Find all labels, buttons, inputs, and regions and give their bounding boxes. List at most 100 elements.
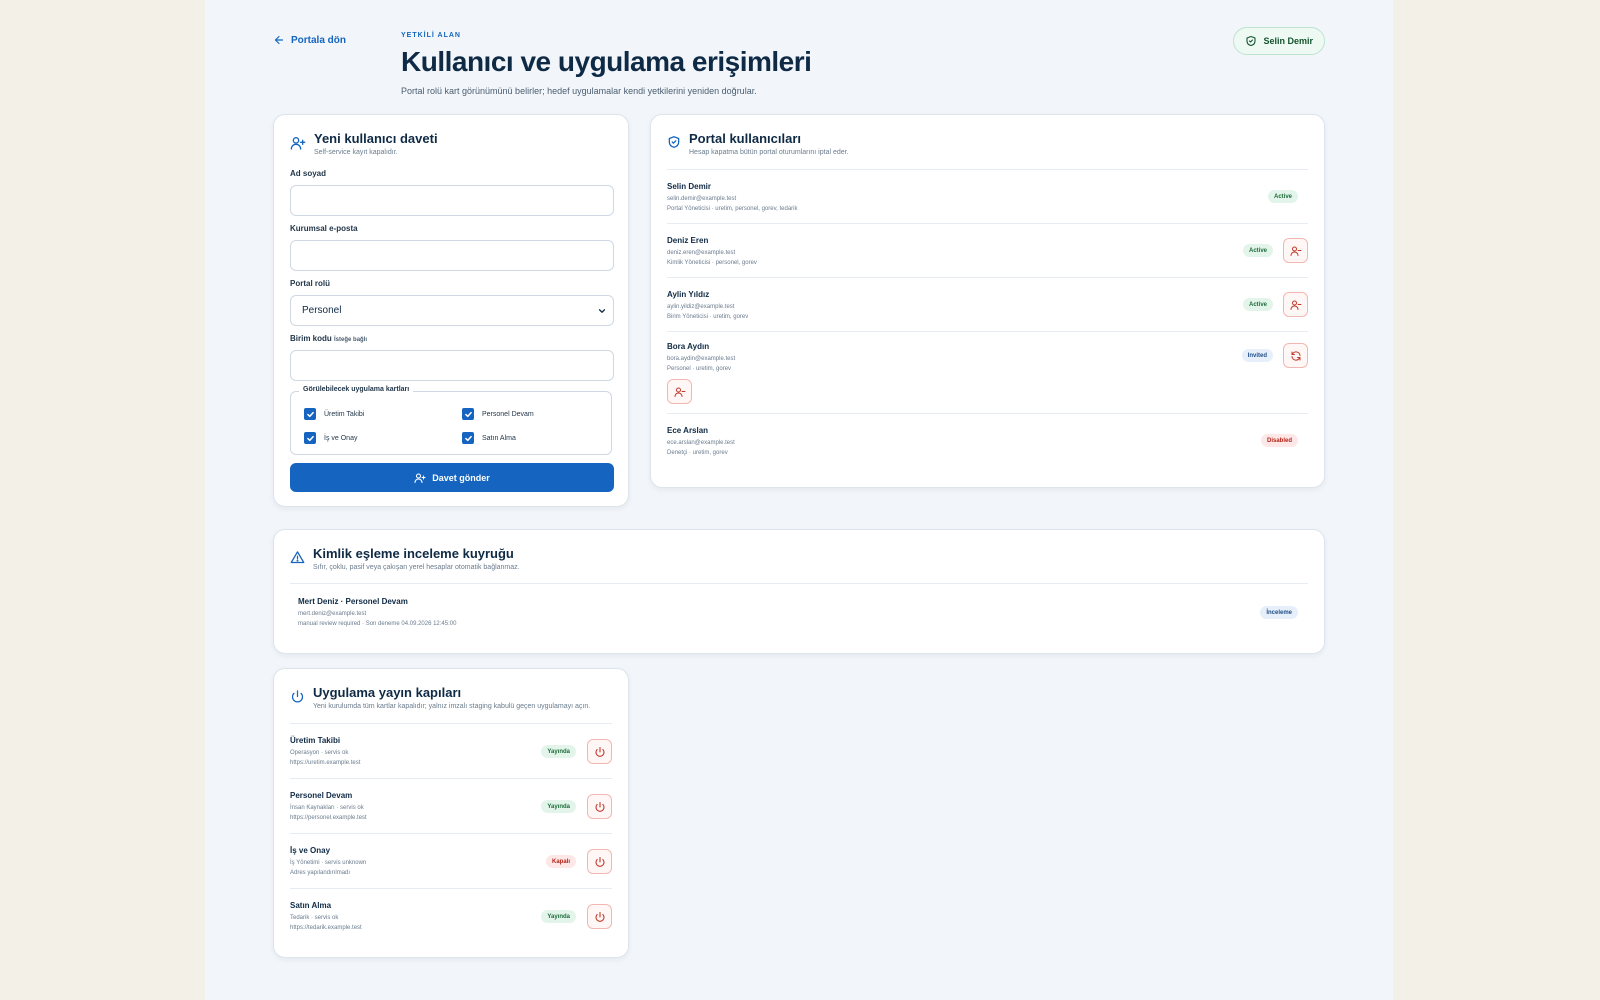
status-badge: Yayında	[541, 910, 576, 923]
checkbox-checked-icon	[304, 432, 316, 444]
arrow-left-icon	[273, 34, 285, 46]
disable-user-button[interactable]	[1283, 238, 1308, 263]
app-cards-fieldset: Görülebilecek uygulama kartları Üretim T…	[290, 386, 612, 455]
user-plus-icon	[414, 472, 426, 484]
user-row: Selin Demir selin.demir@example.test Port…	[667, 169, 1308, 223]
name-field[interactable]	[290, 185, 614, 216]
invite-card-subtitle: Self-service kayıt kapalıdır.	[314, 149, 398, 156]
app-meta: Tedarik · servis ok	[290, 915, 339, 921]
user-role: Portal Yöneticisi · uretim, personel, go…	[667, 206, 798, 212]
app-gate-row: Personel Devam İnsan Kaynakları · servis…	[290, 778, 612, 833]
invite-card: Yeni kullanıcı daveti Self-service kayıt…	[273, 114, 629, 507]
power-icon	[594, 911, 606, 923]
page-subtitle: Portal rolü kart görünümünü belirler; he…	[401, 86, 757, 96]
unit-optional-hint: İsteğe bağlı	[334, 337, 368, 343]
user-minus-icon	[1290, 299, 1302, 311]
app-url: https://uretim.example.test	[290, 760, 361, 766]
app-checkbox-personel[interactable]: Personel Devam	[462, 408, 534, 420]
eyebrow-label: YETKİLİ ALAN	[401, 32, 461, 39]
app-name: İş ve Onay	[290, 846, 331, 855]
unit-label-text: Birim kodu	[290, 334, 332, 343]
warning-icon	[290, 550, 305, 565]
toggle-publish-button[interactable]	[587, 794, 612, 819]
user-role: Birim Yöneticisi · uretim, gorev	[667, 314, 749, 320]
app-name: Üretim Takibi	[290, 736, 341, 745]
queue-item-title: Mert Deniz · Personel Devam	[298, 597, 408, 606]
send-invite-button[interactable]: Davet gönder	[290, 463, 614, 492]
user-email: deniz.eren@example.test	[667, 250, 736, 256]
app-details: İş Yönetimi · servis unknown Adres yapıla…	[290, 858, 366, 878]
app-checkbox-uretim[interactable]: Üretim Takibi	[304, 408, 364, 420]
user-email: bora.aydin@example.test	[667, 356, 736, 362]
power-icon	[594, 801, 606, 813]
power-icon	[594, 746, 606, 758]
app-gate-row: İş ve Onay İş Yönetimi · servis unknown A…	[290, 833, 612, 888]
current-user-name: Selin Demir	[1263, 36, 1313, 46]
disable-user-button[interactable]	[1283, 292, 1308, 317]
user-email: selin.demir@example.test	[667, 196, 737, 202]
resend-invite-button[interactable]	[1283, 343, 1308, 368]
queue-card-subtitle: Sıfır, çoklu, pasif veya çakışan yerel h…	[313, 564, 520, 571]
app-details: Tedarik · servis ok https://tedarik.examp…	[290, 913, 362, 933]
user-details: aylin.yildiz@example.test Birim Yöneticis…	[667, 302, 748, 322]
user-row: Bora Aydın bora.aydin@example.test Person…	[667, 331, 1308, 413]
user-name: Bora Aydın	[667, 342, 710, 351]
user-email: aylin.yildiz@example.test	[667, 304, 735, 310]
app-checkbox-label: Üretim Takibi	[324, 410, 365, 418]
app-checkbox-satin-alma[interactable]: Satın Alma	[462, 432, 516, 444]
status-badge: Active	[1267, 190, 1298, 203]
user-plus-icon	[290, 135, 306, 151]
app-checkbox-is-onay[interactable]: İş ve Onay	[304, 432, 357, 444]
app-checkbox-label: İş ve Onay	[324, 434, 358, 442]
app-meta: Operasyon · servis ok	[290, 750, 349, 756]
chevron-down-icon	[597, 306, 607, 316]
toggle-publish-button[interactable]	[587, 904, 612, 929]
current-user-badge[interactable]: Selin Demir	[1233, 27, 1325, 55]
user-details: ece.arslan@example.test Denetçi · uretim,…	[667, 438, 735, 458]
user-row: Aylin Yıldız aylin.yildiz@example.test Bi…	[667, 277, 1308, 331]
users-card-subtitle: Hesap kapatma bütün portal oturumlarını …	[689, 149, 849, 156]
status-badge: Invited	[1241, 349, 1273, 362]
queue-item-email: mert.deniz@example.test	[298, 611, 367, 617]
email-field[interactable]	[290, 240, 614, 271]
app-name: Satın Alma	[290, 901, 332, 910]
app-details: İnsan Kaynakları · servis ok https://pers…	[290, 803, 367, 823]
user-email: ece.arslan@example.test	[667, 440, 735, 446]
toggle-publish-button[interactable]	[587, 849, 612, 874]
checkbox-checked-icon	[304, 408, 316, 420]
status-badge: Kapalı	[545, 855, 576, 868]
power-icon	[594, 856, 606, 868]
app-gate-row: Satın Alma Tedarik · servis ok https://te…	[290, 888, 612, 943]
app-checkbox-label: Personel Devam	[482, 410, 534, 418]
status-badge: Disabled	[1260, 434, 1298, 447]
status-badge: Yayında	[541, 800, 576, 813]
role-select[interactable]: Personel	[290, 295, 614, 326]
role-select-value: Personel	[302, 305, 342, 316]
user-name: Selin Demir	[667, 182, 712, 191]
status-badge: Active	[1242, 244, 1273, 257]
user-row: Deniz Eren deniz.eren@example.test Kimlik…	[667, 223, 1308, 277]
queue-item-meta: manual review required · Son deneme 04.0…	[298, 621, 457, 627]
user-minus-icon	[1290, 245, 1302, 257]
app-cards-legend: Görülebilecek uygulama kartları	[299, 386, 414, 393]
user-details: selin.demir@example.test Portal Yöneticis…	[667, 194, 798, 214]
disable-user-button[interactable]	[667, 379, 692, 404]
name-field-label: Ad soyad	[290, 169, 327, 178]
gates-card-subtitle: Yeni kurulumda tüm kartlar kapalıdır; ya…	[313, 703, 591, 710]
back-to-portal-link[interactable]: Portala dön	[273, 34, 346, 46]
queue-item-details: mert.deniz@example.test manual review req…	[298, 609, 456, 629]
shield-check-icon	[667, 135, 681, 149]
status-badge: Active	[1242, 298, 1273, 311]
queue-card-title: Kimlik eşleme inceleme kuyruğu	[313, 546, 514, 561]
send-invite-label: Davet gönder	[432, 472, 490, 483]
user-role: Denetçi · uretim, gorev	[667, 450, 728, 456]
role-field-label: Portal rolü	[290, 279, 331, 288]
app-details: Operasyon · servis ok https://uretim.exam…	[290, 748, 360, 768]
toggle-publish-button[interactable]	[587, 739, 612, 764]
unit-field-label: Birim kodu İsteğe bağlı	[290, 334, 614, 343]
app-release-gates-card: Uygulama yayın kapıları Yeni kurulumda t…	[273, 668, 629, 958]
page-title: Kullanıcı ve uygulama erişimleri	[401, 46, 812, 77]
unit-code-field[interactable]	[290, 350, 614, 381]
user-role: Personel · uretim, gorev	[667, 366, 732, 372]
status-badge: Yayında	[541, 745, 576, 758]
